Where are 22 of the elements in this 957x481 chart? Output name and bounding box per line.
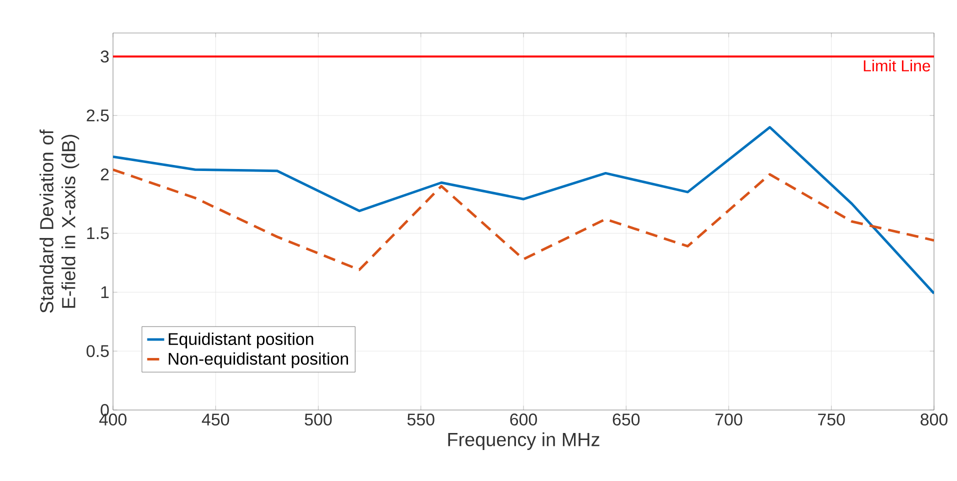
y-tick-label: 3 bbox=[100, 50, 109, 63]
x-tick-label: 500 bbox=[304, 414, 332, 426]
x-tick-label: 650 bbox=[612, 414, 640, 426]
line-series bbox=[113, 126, 934, 295]
ref-line-label: Limit Line bbox=[864, 60, 930, 72]
x-tick-label: 600 bbox=[510, 414, 537, 426]
x-axis-title: Frequency in MHz bbox=[448, 432, 600, 450]
x-tick-label: 800 bbox=[920, 414, 948, 426]
y-tick-label: 1.5 bbox=[87, 227, 109, 240]
x-tick-label: 550 bbox=[407, 414, 434, 426]
x-tick-label: 750 bbox=[818, 414, 845, 426]
y-tick-label: 2 bbox=[100, 168, 109, 180]
line-series bbox=[113, 168, 934, 272]
x-tick-label: 400 bbox=[99, 414, 126, 426]
y-tick-label: 2.5 bbox=[86, 109, 109, 122]
x-tick-label: 450 bbox=[202, 414, 230, 426]
y-tick-label: 1 bbox=[101, 286, 109, 298]
y-tick-label: 0.5 bbox=[86, 345, 109, 358]
legend-label: Non-equidistant position bbox=[168, 352, 348, 368]
x-tick-label: 700 bbox=[716, 414, 742, 426]
legend-label: Equidistant position bbox=[168, 332, 314, 348]
y-axis-title: Standard Deviation of E-field in X-axis (dB) bbox=[40, 129, 80, 313]
